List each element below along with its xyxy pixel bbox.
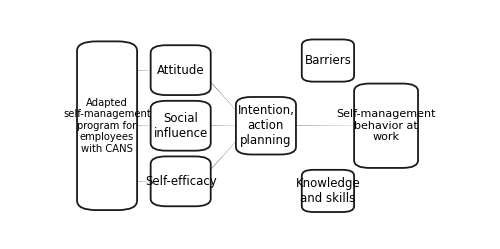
Text: Knowledge
and skills: Knowledge and skills [296,177,360,205]
Text: Attitude: Attitude [157,64,204,77]
FancyBboxPatch shape [150,45,210,95]
Text: Social
influence: Social influence [154,112,208,140]
FancyBboxPatch shape [302,40,354,82]
FancyBboxPatch shape [150,101,210,151]
FancyBboxPatch shape [302,170,354,212]
FancyBboxPatch shape [150,156,210,206]
Text: Intention,
action
planning: Intention, action planning [238,104,294,147]
FancyBboxPatch shape [354,84,418,168]
FancyBboxPatch shape [236,97,296,154]
Text: Self-efficacy: Self-efficacy [145,175,216,188]
FancyBboxPatch shape [77,41,137,210]
Text: Barriers: Barriers [304,54,352,67]
Text: Self-management
behavior at
work: Self-management behavior at work [336,109,436,142]
Text: Adapted
self-management
program for
employees
with CANS: Adapted self-management program for empl… [63,98,151,154]
